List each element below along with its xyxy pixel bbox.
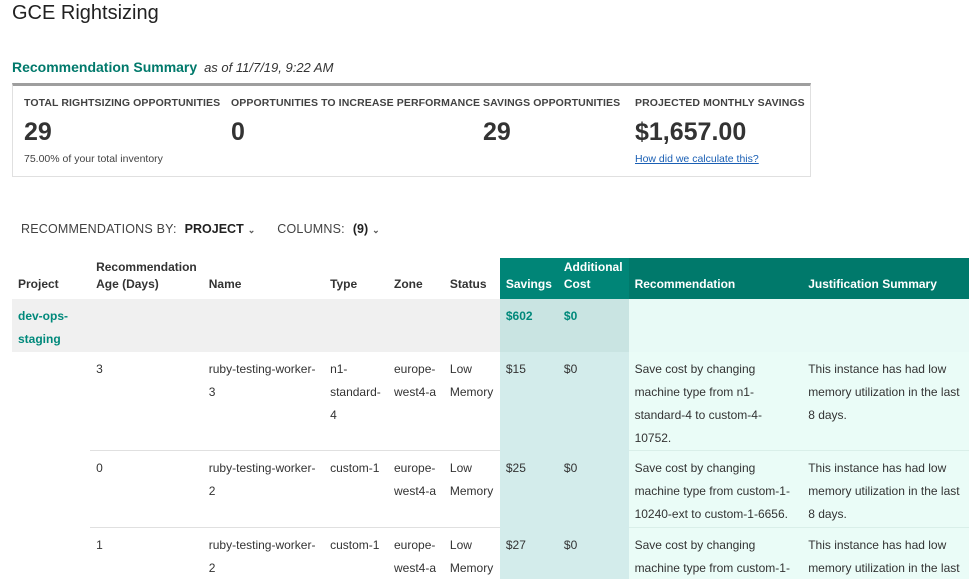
table-row[interactable]: 3 ruby-testing-worker-3 n1-standard-4 eu… <box>12 352 969 451</box>
cell-justification: This instance has had low memory utiliza… <box>802 352 969 451</box>
col-header-age-line2: Age (Days) <box>96 277 159 291</box>
cell-savings: $25 <box>499 450 558 528</box>
cell-savings: $15 <box>499 352 558 451</box>
summary-timestamp: as of 11/7/19, 9:22 AM <box>204 60 334 75</box>
metric-value: $1,657.00 <box>635 118 747 146</box>
cell-justification: This instance has had low memory utiliza… <box>802 527 969 579</box>
col-header-recommendation[interactable]: Recommendation <box>628 258 803 299</box>
table-row[interactable]: 0 ruby-testing-worker-2 custom-1 europe-… <box>12 450 969 528</box>
columns-value: (9) <box>352 222 369 236</box>
metric-value: 29 <box>24 118 52 146</box>
cell-zone: europe-west4-a <box>388 450 444 528</box>
columns-label: COLUMNS: <box>277 222 345 236</box>
col-header-justification[interactable]: Justification Summary <box>802 258 969 299</box>
cell-name: ruby-testing-worker-2 <box>202 527 325 579</box>
filter-bar: RECOMMENDATIONS BY: PROJECT ⌄ COLUMNS: (9… <box>21 222 380 236</box>
cell-age: 1 <box>90 527 203 579</box>
col-header-status[interactable]: Status <box>449 277 487 291</box>
cell-name: ruby-testing-worker-2 <box>202 450 325 528</box>
cell-type: n1-standard-4 <box>324 352 388 451</box>
chevron-down-icon: ⌄ <box>372 225 380 235</box>
cell-status: Low Memory <box>443 450 500 528</box>
project-group-row[interactable]: dev-ops-staging $602 $0 <box>12 299 969 352</box>
col-header-additional-cost-line2: Cost <box>563 277 591 291</box>
recommendations-by-value: PROJECT <box>184 222 244 236</box>
col-header-age-line1: Recommendation <box>96 260 197 274</box>
metric-label: PROJECTED MONTHLY SAVINGS <box>635 97 805 109</box>
col-header-project[interactable]: Project <box>18 277 59 291</box>
columns-dropdown[interactable]: (9) ⌄ <box>353 222 380 236</box>
col-header-additional-cost-line1: Additional <box>563 260 623 274</box>
cell-additional-cost: $0 <box>557 450 629 528</box>
calculation-help-link[interactable]: How did we calculate this? <box>635 153 759 165</box>
metric-value: 0 <box>231 118 245 146</box>
metric-label: OPPORTUNITIES TO INCREASE PERFORMANCE <box>231 97 481 109</box>
cell-age: 0 <box>90 450 203 528</box>
cell-type: custom-1 <box>324 527 388 579</box>
cell-name: ruby-testing-worker-3 <box>202 352 325 451</box>
metric-label: TOTAL RIGHTSIZING OPPORTUNITIES <box>24 97 221 109</box>
summary-card: TOTAL RIGHTSIZING OPPORTUNITIES 29 75.00… <box>12 83 811 177</box>
cell-zone: europe-west4-a <box>388 352 444 451</box>
recommendations-by-dropdown[interactable]: PROJECT ⌄ <box>185 222 256 236</box>
cell-additional-cost: $0 <box>557 352 629 451</box>
cell-savings: $27 <box>499 527 558 579</box>
cell-status: Low Memory <box>443 352 500 451</box>
group-additional-cost: $0 <box>557 299 629 352</box>
col-header-name[interactable]: Name <box>208 277 242 291</box>
metric-subtext: 75.00% of your total inventory <box>24 153 163 165</box>
metric-label: SAVINGS OPPORTUNITIES <box>483 97 621 109</box>
metric-value: 29 <box>483 118 511 146</box>
group-project-name[interactable]: dev-ops-staging <box>12 299 91 352</box>
cell-status: Low Memory <box>443 527 500 579</box>
cell-recommendation: Save cost by changing machine type from … <box>628 352 803 451</box>
col-header-additional-cost[interactable]: Additional Cost <box>557 258 629 299</box>
cell-age: 3 <box>90 352 203 451</box>
page-title: GCE Rightsizing <box>12 2 159 24</box>
cell-type: custom-1 <box>324 450 388 528</box>
cell-recommendation: Save cost by changing machine type from … <box>628 450 803 528</box>
chevron-down-icon: ⌄ <box>247 225 256 235</box>
recommendations-table: Project Recommendation Age (Days) Name Ty… <box>12 258 969 579</box>
recommendations-by-label: RECOMMENDATIONS BY: <box>21 222 177 236</box>
col-header-age[interactable]: Recommendation Age (Days) <box>90 258 203 299</box>
summary-title: Recommendation Summary <box>12 59 198 75</box>
col-header-savings[interactable]: Savings <box>499 258 558 299</box>
cell-additional-cost: $0 <box>557 527 629 579</box>
table-row[interactable]: 1 ruby-testing-worker-2 custom-1 europe-… <box>12 527 969 579</box>
col-header-zone[interactable]: Zone <box>394 277 423 291</box>
cell-recommendation: Save cost by changing machine type from … <box>628 527 803 579</box>
group-savings: $602 <box>499 299 558 352</box>
summary-heading: Recommendation Summary as of 11/7/19, 9:… <box>12 59 333 75</box>
table-header-row: Project Recommendation Age (Days) Name Ty… <box>12 258 969 299</box>
cell-zone: europe-west4-a <box>388 527 444 579</box>
col-header-type[interactable]: Type <box>330 277 358 291</box>
cell-justification: This instance has had low memory utiliza… <box>802 450 969 528</box>
